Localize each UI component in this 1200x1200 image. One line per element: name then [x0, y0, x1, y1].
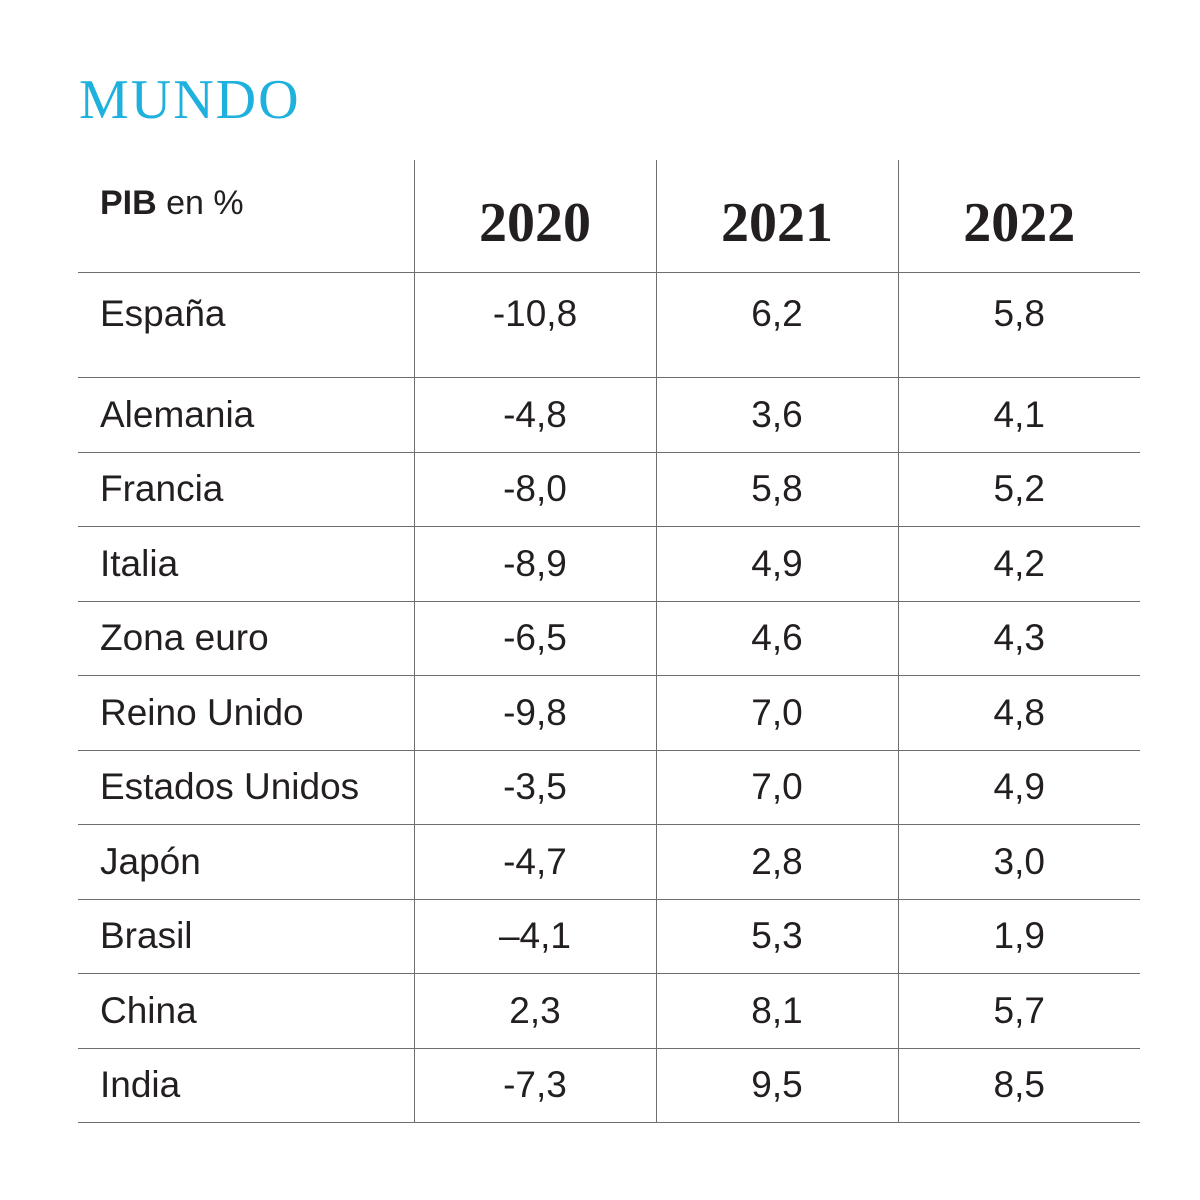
value-cell-2020: -7,3 — [413, 1047, 656, 1123]
value-cell-2020: -4,7 — [413, 824, 656, 900]
year-header-2022: 2022 — [897, 160, 1140, 273]
value-cell-2021: 4,9 — [655, 526, 898, 602]
value-cell-2020: –4,1 — [413, 898, 656, 974]
unit-label: PIB en % — [78, 160, 414, 273]
value-cell-2022: 4,8 — [897, 675, 1140, 751]
page-title: MUNDO — [79, 69, 301, 131]
value-cell-2020: -4,8 — [413, 377, 656, 453]
country-cell: Estados Unidos — [78, 749, 414, 825]
value-cell-2020: -6,5 — [413, 600, 656, 676]
value-cell-2021: 5,3 — [655, 898, 898, 974]
country-cell: Italia — [78, 526, 414, 602]
unit-label-rest: en % — [156, 184, 244, 222]
value-cell-2022: 1,9 — [897, 898, 1140, 974]
value-cell-2021: 7,0 — [655, 675, 898, 751]
value-cell-2022: 3,0 — [897, 824, 1140, 900]
table-row: Reino Unido -9,8 7,0 4,8 — [78, 675, 1140, 751]
table-row: España -10,8 6,2 5,8 — [78, 272, 1140, 378]
value-cell-2021: 2,8 — [655, 824, 898, 900]
country-cell: Alemania — [78, 377, 414, 453]
table-row: Estados Unidos -3,5 7,0 4,9 — [78, 749, 1140, 825]
header-row: PIB en % 2020 2021 2022 — [78, 160, 1140, 273]
value-cell-2022: 4,1 — [897, 377, 1140, 453]
gdp-table: PIB en % 2020 2021 2022 España -10,8 6,2 5,… — [78, 160, 1140, 1123]
value-cell-2021: 3,6 — [655, 377, 898, 453]
unit-label-bold: PIB — [100, 184, 157, 222]
year-header-2021: 2021 — [655, 160, 898, 273]
table-body: España -10,8 6,2 5,8 Alemania -4,8 3,6 4,1 Franc… — [78, 272, 1140, 1123]
table-row: India -7,3 9,5 8,5 — [78, 1047, 1140, 1123]
value-cell-2020: -8,0 — [413, 451, 656, 527]
value-cell-2020: -10,8 — [413, 272, 656, 378]
country-cell: China — [78, 973, 414, 1049]
value-cell-2020: -9,8 — [413, 675, 656, 751]
country-cell: España — [78, 272, 414, 378]
value-cell-2022: 5,2 — [897, 451, 1140, 527]
value-cell-2022: 4,3 — [897, 600, 1140, 676]
value-cell-2022: 5,8 — [897, 272, 1140, 378]
value-cell-2022: 8,5 — [897, 1047, 1140, 1123]
value-cell-2021: 5,8 — [655, 451, 898, 527]
country-cell: Japón — [78, 824, 414, 900]
value-cell-2020: -3,5 — [413, 749, 656, 825]
table-row: Zona euro -6,5 4,6 4,3 — [78, 600, 1140, 676]
value-cell-2021: 6,2 — [655, 272, 898, 378]
table-row: Japón -4,7 2,8 3,0 — [78, 824, 1140, 900]
value-cell-2021: 9,5 — [655, 1047, 898, 1123]
country-cell: India — [78, 1047, 414, 1123]
value-cell-2021: 7,0 — [655, 749, 898, 825]
value-cell-2022: 4,2 — [897, 526, 1140, 602]
table-row: Italia -8,9 4,9 4,2 — [78, 526, 1140, 602]
country-cell: Francia — [78, 451, 414, 527]
table-row: Francia -8,0 5,8 5,2 — [78, 451, 1140, 527]
table-row: Brasil –4,1 5,3 1,9 — [78, 898, 1140, 974]
value-cell-2020: 2,3 — [413, 973, 656, 1049]
year-header-2020: 2020 — [413, 160, 656, 273]
table-row: China 2,3 8,1 5,7 — [78, 973, 1140, 1049]
value-cell-2022: 4,9 — [897, 749, 1140, 825]
table-row: Alemania -4,8 3,6 4,1 — [78, 377, 1140, 453]
country-cell: Brasil — [78, 898, 414, 974]
value-cell-2022: 5,7 — [897, 973, 1140, 1049]
country-cell: Zona euro — [78, 600, 414, 676]
value-cell-2020: -8,9 — [413, 526, 656, 602]
value-cell-2021: 8,1 — [655, 973, 898, 1049]
value-cell-2021: 4,6 — [655, 600, 898, 676]
country-cell: Reino Unido — [78, 675, 414, 751]
